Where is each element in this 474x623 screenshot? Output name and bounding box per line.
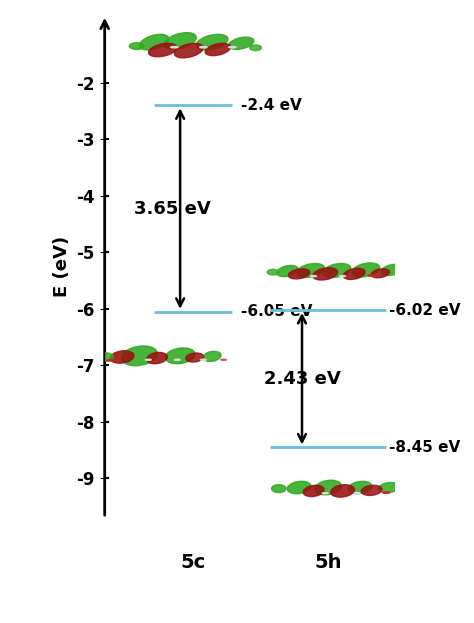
Text: 2.43 eV: 2.43 eV: [264, 369, 341, 388]
Y-axis label: E (eV): E (eV): [53, 236, 71, 297]
Ellipse shape: [174, 359, 180, 360]
Ellipse shape: [139, 34, 169, 50]
Ellipse shape: [399, 485, 414, 492]
Ellipse shape: [297, 264, 325, 277]
Ellipse shape: [228, 37, 254, 49]
Text: -6.02 eV: -6.02 eV: [389, 303, 461, 318]
Ellipse shape: [122, 346, 157, 366]
Ellipse shape: [129, 43, 144, 49]
Ellipse shape: [110, 351, 134, 363]
Text: -6.05 eV: -6.05 eV: [241, 304, 312, 319]
Ellipse shape: [371, 269, 390, 278]
Ellipse shape: [379, 482, 400, 493]
Ellipse shape: [164, 32, 196, 49]
Ellipse shape: [203, 351, 221, 361]
Ellipse shape: [310, 275, 317, 277]
Ellipse shape: [331, 485, 355, 497]
Ellipse shape: [272, 485, 286, 493]
Ellipse shape: [250, 45, 261, 50]
Text: -8.45 eV: -8.45 eV: [389, 440, 460, 455]
Ellipse shape: [313, 268, 337, 280]
Ellipse shape: [287, 482, 311, 493]
Ellipse shape: [165, 348, 195, 364]
Ellipse shape: [229, 47, 236, 48]
Ellipse shape: [303, 485, 324, 497]
Ellipse shape: [171, 47, 178, 48]
Ellipse shape: [343, 269, 365, 280]
Ellipse shape: [412, 492, 418, 493]
Ellipse shape: [146, 359, 151, 360]
Ellipse shape: [277, 265, 298, 277]
Ellipse shape: [361, 485, 382, 495]
Ellipse shape: [174, 44, 203, 58]
Ellipse shape: [383, 492, 390, 493]
Ellipse shape: [200, 47, 207, 48]
Ellipse shape: [201, 359, 206, 360]
Ellipse shape: [146, 353, 167, 364]
Ellipse shape: [288, 269, 310, 279]
Ellipse shape: [323, 264, 351, 277]
Text: -2.4 eV: -2.4 eV: [241, 98, 302, 113]
Ellipse shape: [107, 359, 114, 361]
Ellipse shape: [401, 267, 412, 272]
Ellipse shape: [148, 44, 177, 57]
Ellipse shape: [196, 34, 228, 50]
Text: 3.65 eV: 3.65 eV: [134, 199, 210, 217]
Ellipse shape: [368, 275, 375, 276]
Ellipse shape: [221, 359, 227, 360]
Text: 5h: 5h: [314, 553, 342, 573]
Ellipse shape: [395, 275, 401, 276]
Ellipse shape: [381, 264, 403, 275]
Ellipse shape: [315, 480, 342, 495]
Ellipse shape: [340, 275, 346, 277]
Ellipse shape: [96, 353, 113, 361]
Ellipse shape: [348, 482, 372, 493]
Ellipse shape: [205, 44, 230, 55]
Ellipse shape: [322, 493, 328, 494]
Text: 5c: 5c: [181, 553, 206, 573]
Ellipse shape: [352, 263, 380, 277]
Ellipse shape: [267, 269, 279, 275]
Ellipse shape: [354, 493, 360, 494]
Ellipse shape: [186, 353, 203, 362]
